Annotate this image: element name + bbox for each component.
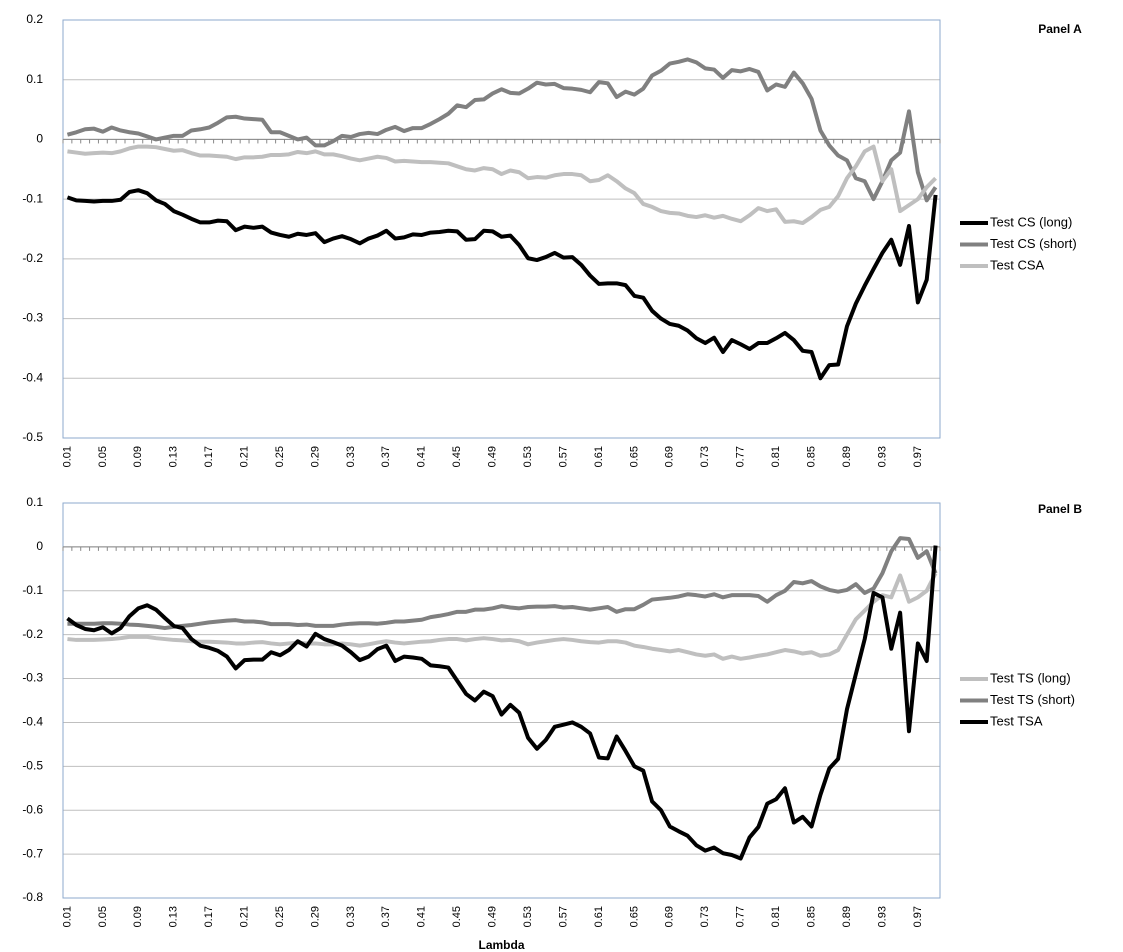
x-tick-label: 0.81 (770, 906, 782, 927)
panel-title: Panel B (1038, 502, 1082, 516)
plot-border (62, 502, 941, 899)
y-tick-label: 0.1 (26, 495, 43, 509)
x-tick-label: 0.49 (487, 906, 499, 927)
line-series (67, 536, 938, 631)
y-tick-label: -0.4 (22, 715, 43, 729)
y-tick-label: -0.7 (22, 846, 43, 860)
x-tick-label: 0.05 (97, 446, 109, 467)
x-tick-label: 0.41 (416, 906, 428, 927)
x-tick-label: 0.97 (912, 906, 924, 927)
x-tick-label: 0.85 (805, 446, 817, 467)
x-tick-label: 0.77 (735, 446, 747, 467)
legend-label: Test CSA (990, 257, 1045, 272)
y-tick-label: 0 (36, 539, 43, 553)
legend-label: Test TS (short) (990, 692, 1075, 707)
y-tick-label: 0.2 (26, 12, 43, 26)
x-tick-label: 0.29 (309, 906, 321, 927)
x-tick-label: 0.53 (522, 906, 534, 927)
line-series (66, 57, 938, 203)
x-tick-label: 0.65 (628, 906, 640, 927)
line-series (67, 144, 937, 226)
x-tick-label: 0.61 (593, 446, 605, 467)
y-tick-label: -0.2 (22, 627, 43, 641)
x-tick-label: 0.89 (841, 906, 853, 927)
y-tick-label: -0.1 (22, 191, 43, 205)
panel-title: Panel A (1038, 22, 1082, 36)
x-tick-label: 0.37 (380, 446, 392, 467)
x-tick-label: 0.57 (557, 446, 569, 467)
legend-label: Test CS (long) (990, 214, 1072, 229)
x-tick-label: 0.01 (61, 906, 73, 927)
y-tick-label: -0.3 (22, 311, 43, 325)
legend-label: Test TSA (990, 713, 1043, 728)
x-tick-label: 0.53 (522, 446, 534, 467)
x-tick-label: 0.77 (735, 906, 747, 927)
line-series (67, 572, 938, 661)
legend-label: Test TS (long) (990, 670, 1071, 685)
x-tick-label: 0.25 (274, 906, 286, 927)
y-tick-label: 0.1 (26, 72, 43, 86)
x-tick-label: 0.65 (628, 446, 640, 467)
x-tick-label: 0.69 (664, 446, 676, 467)
x-tick-label: 0.69 (664, 906, 676, 927)
x-tick-label: 0.09 (132, 446, 144, 467)
line-series (66, 188, 938, 381)
x-tick-label: 0.73 (699, 906, 711, 927)
y-tick-label: -0.6 (22, 802, 43, 816)
x-tick-label: 0.73 (699, 446, 711, 467)
x-tick-label: 0.33 (345, 906, 357, 927)
x-tick-label: 0.85 (805, 906, 817, 927)
x-tick-label: 0.97 (912, 446, 924, 467)
x-tick-label: 0.81 (770, 446, 782, 467)
y-tick-label: -0.1 (22, 583, 43, 597)
x-tick-label: 0.01 (61, 446, 73, 467)
x-tick-label: 0.13 (168, 906, 180, 927)
y-tick-label: -0.2 (22, 251, 43, 265)
plot-border (62, 19, 941, 439)
x-axis-title: Lambda (478, 938, 524, 952)
y-tick-label: 0 (36, 132, 43, 146)
x-tick-label: 0.13 (168, 446, 180, 467)
x-tick-label: 0.61 (593, 906, 605, 927)
x-tick-label: 0.29 (309, 446, 321, 467)
x-tick-label: 0.33 (345, 446, 357, 467)
x-tick-label: 0.93 (876, 906, 888, 927)
x-tick-label: 0.45 (451, 446, 463, 467)
y-tick-label: -0.4 (22, 370, 43, 384)
x-tick-label: 0.37 (380, 906, 392, 927)
x-tick-label: 0.17 (203, 906, 215, 927)
legend-label: Test CS (short) (990, 236, 1077, 251)
x-tick-label: 0.49 (487, 446, 499, 467)
x-tick-label: 0.25 (274, 446, 286, 467)
line-series (66, 545, 938, 861)
x-tick-label: 0.45 (451, 906, 463, 927)
x-tick-label: 0.21 (239, 446, 251, 467)
x-tick-label: 0.09 (132, 906, 144, 927)
x-tick-label: 0.89 (841, 446, 853, 467)
x-tick-label: 0.17 (203, 446, 215, 467)
y-tick-label: -0.5 (22, 430, 43, 444)
x-tick-label: 0.05 (97, 906, 109, 927)
y-tick-label: -0.5 (22, 759, 43, 773)
x-tick-label: 0.41 (416, 446, 428, 467)
y-tick-label: -0.8 (22, 890, 43, 904)
x-tick-label: 0.93 (876, 446, 888, 467)
x-tick-label: 0.21 (239, 906, 251, 927)
x-tick-label: 0.57 (557, 906, 569, 927)
y-tick-label: -0.3 (22, 671, 43, 685)
